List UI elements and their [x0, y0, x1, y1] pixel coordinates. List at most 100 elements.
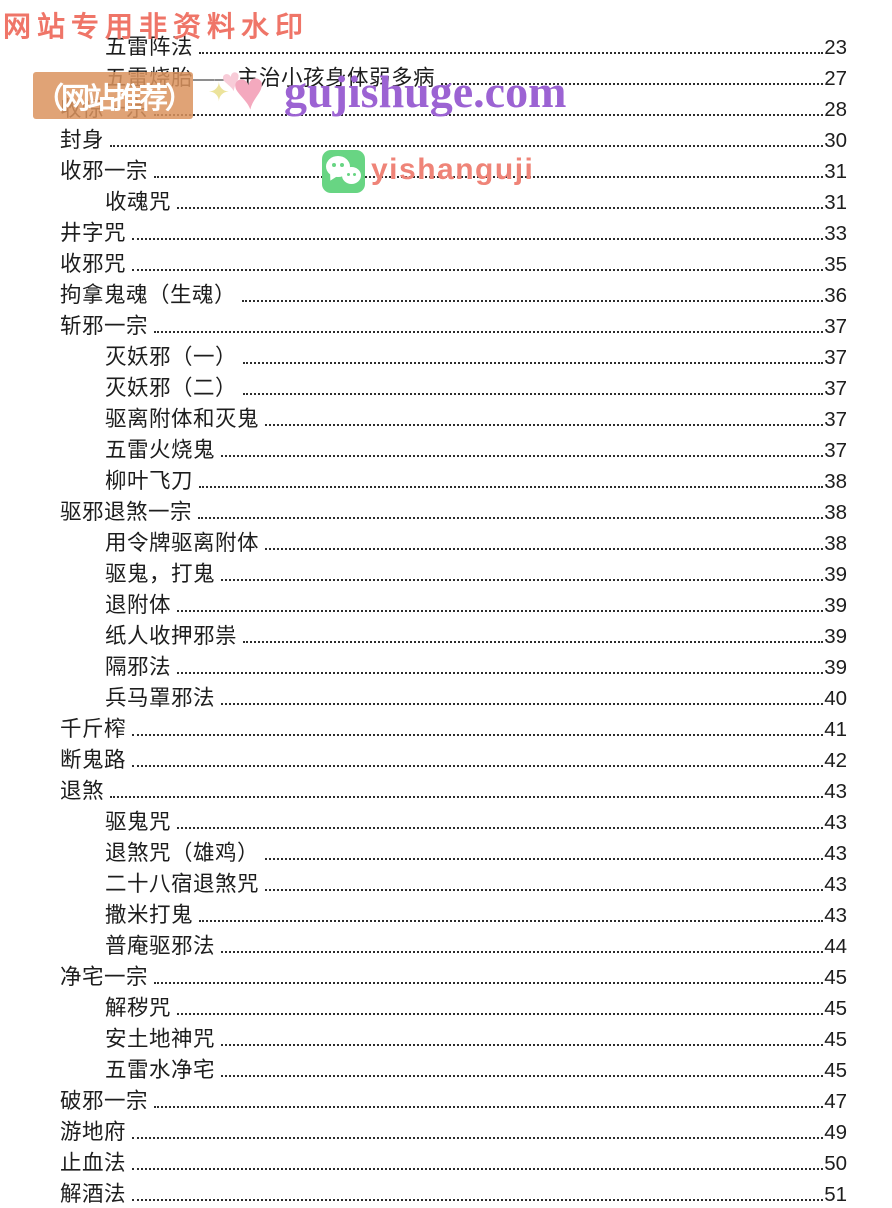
- toc-entry: 拘拿鬼魂（生魂） 36: [60, 278, 847, 309]
- dot-leader: [177, 672, 824, 674]
- dot-leader: [221, 703, 824, 705]
- toc-entry-label: 驱鬼，打鬼: [105, 562, 216, 586]
- toc-entry-label: 退煞: [60, 779, 105, 803]
- toc-entry-label: 收魂咒: [105, 190, 172, 214]
- toc-entry-label: 驱邪退煞一宗: [60, 500, 193, 524]
- toc-entry-page: 33: [824, 222, 847, 245]
- dot-leader: [132, 1168, 824, 1170]
- toc-entry: 撒米打鬼 43: [60, 898, 847, 929]
- wechat-bubble-small: [342, 167, 361, 184]
- toc-entry-page: 37: [824, 439, 847, 462]
- toc-entry-page: 43: [824, 873, 847, 896]
- toc-entry-label: 拘拿鬼魂（生魂）: [60, 283, 237, 307]
- dot-leader: [177, 1013, 824, 1015]
- toc-entry: 五雷火烧鬼 37: [60, 433, 847, 464]
- toc-entry: 断鬼路 42: [60, 743, 847, 774]
- toc-entry: 驱邪退煞一宗 38: [60, 495, 847, 526]
- toc-entry: 收邪咒 35: [60, 247, 847, 278]
- toc-entry-label: 断鬼路: [60, 748, 127, 772]
- toc-entry-label: 驱鬼咒: [105, 810, 172, 834]
- toc-entry: 安土地神咒 45: [60, 1022, 847, 1053]
- dot-leader: [265, 424, 824, 426]
- dot-leader: [154, 331, 824, 333]
- toc-entry-page: 35: [824, 253, 847, 276]
- toc-entry-label: 退附体: [105, 593, 172, 617]
- toc-entry-label: 五雷阵法: [105, 35, 194, 59]
- toc-entry-page: 44: [824, 935, 847, 958]
- toc-entry-page: 36: [824, 284, 847, 307]
- toc-entry-page: 41: [824, 718, 847, 741]
- toc-entry-page: 45: [824, 1059, 847, 1082]
- dot-leader: [110, 145, 824, 147]
- toc-entry-page: 39: [824, 625, 847, 648]
- toc-entry-page: 45: [824, 1028, 847, 1051]
- toc-entry-page: 45: [824, 997, 847, 1020]
- dot-leader: [198, 517, 824, 519]
- toc-entry: 收邪一宗 31: [60, 154, 847, 185]
- toc-entry-page: 40: [824, 687, 847, 710]
- toc-entry: 驱鬼咒 43: [60, 805, 847, 836]
- toc-entry-label: 兵马罩邪法: [105, 686, 216, 710]
- toc-entry-page: 43: [824, 842, 847, 865]
- toc-entry: 兵马罩邪法 40: [60, 681, 847, 712]
- toc-entry-page: 39: [824, 656, 847, 679]
- sparkle-icon: ✦: [208, 78, 230, 107]
- dot-leader: [265, 858, 824, 860]
- toc-entry-page: 37: [824, 346, 847, 369]
- toc-entry-label: 解酒法: [60, 1182, 127, 1206]
- toc-entry: 斩邪一宗 37: [60, 309, 847, 340]
- watermark-top-left: 网站专用非资料水印: [3, 11, 310, 42]
- toc-entry-page: 50: [824, 1152, 847, 1175]
- dot-leader: [221, 579, 824, 581]
- toc-entry: 退附体 39: [60, 588, 847, 619]
- dot-leader: [132, 238, 824, 240]
- toc-entry-label: 隔邪法: [105, 655, 172, 679]
- toc-entry: 二十八宿退煞咒 43: [60, 867, 847, 898]
- toc-entry-label: 游地府: [60, 1120, 127, 1144]
- toc-entry-page: 37: [824, 315, 847, 338]
- wechat-icon: [322, 150, 365, 193]
- toc-entry: 隔邪法 39: [60, 650, 847, 681]
- toc-entry: 井字咒 33: [60, 216, 847, 247]
- toc-entry: 封身 30: [60, 123, 847, 154]
- dot-leader: [132, 1137, 824, 1139]
- watermark-site-logo-text: gujishuge.com: [284, 66, 567, 117]
- toc-entry: 驱离附体和灭鬼 37: [60, 402, 847, 433]
- toc-entry-label: 纸人收押邪祟: [105, 624, 238, 648]
- dot-leader: [132, 1199, 824, 1201]
- toc-entry-label: 退煞咒（雄鸡）: [105, 841, 260, 865]
- toc-entry: 解酒法 51: [60, 1177, 847, 1208]
- dot-leader: [177, 827, 824, 829]
- watermark-recommend-badge: （网站推荐）: [33, 72, 194, 119]
- dot-leader: [154, 114, 824, 116]
- toc-entry-page: 43: [824, 904, 847, 927]
- dot-leader: [110, 796, 824, 798]
- toc-entry-page: 31: [824, 191, 847, 214]
- toc-entry-label: 安土地神咒: [105, 1027, 216, 1051]
- toc-entry-label: 斩邪一宗: [60, 314, 149, 338]
- toc-entry: 退煞 43: [60, 774, 847, 805]
- toc-entry: 止血法 50: [60, 1146, 847, 1177]
- toc-entry-page: 43: [824, 811, 847, 834]
- toc-entry: 净宅一宗 45: [60, 960, 847, 991]
- toc-entry-page: 31: [824, 160, 847, 183]
- toc-entry-label: 灭妖邪（一）: [105, 345, 238, 369]
- toc-entry: 五雷水净宅 45: [60, 1053, 847, 1084]
- toc-entry: 柳叶飞刀 38: [60, 464, 847, 495]
- toc-entry: 灭妖邪（二） 37: [60, 371, 847, 402]
- dot-leader: [154, 176, 824, 178]
- toc-entry: 用令牌驱离附体 38: [60, 526, 847, 557]
- dot-leader: [199, 486, 824, 488]
- toc-entry-label: 解秽咒: [105, 996, 172, 1020]
- toc-entry: 五雷阵法 23: [60, 30, 847, 61]
- toc-entry: 收魂咒 31: [60, 185, 847, 216]
- toc-entry-page: 28: [824, 98, 847, 121]
- toc-entry-page: 43: [824, 780, 847, 803]
- toc-entry-page: 39: [824, 563, 847, 586]
- dot-leader: [243, 641, 824, 643]
- dot-leader: [221, 455, 824, 457]
- dot-leader: [199, 920, 824, 922]
- toc-entry-page: 38: [824, 532, 847, 555]
- dot-leader: [177, 207, 824, 209]
- toc-entry-page: 45: [824, 966, 847, 989]
